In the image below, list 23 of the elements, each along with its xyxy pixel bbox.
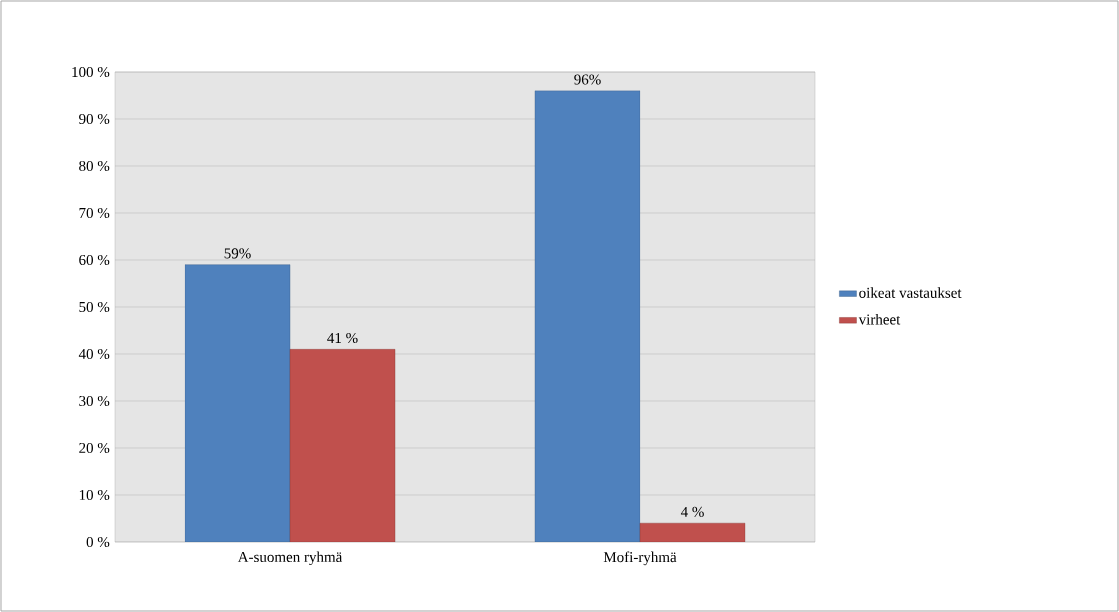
y-tick-label: 60 % <box>79 254 110 266</box>
data-label: 41 % <box>327 332 358 344</box>
y-tick-label: 20 % <box>79 442 110 454</box>
data-label: 96% <box>574 74 601 85</box>
y-tick-label: 80 % <box>79 160 110 172</box>
bar <box>639 522 746 542</box>
y-tick-label: 40 % <box>78 348 110 360</box>
x-tick-label: Mofi-ryhmä <box>603 551 677 566</box>
data-label: 4 % <box>680 506 704 517</box>
y-tick-label: 30 % <box>79 395 110 407</box>
legend-label: virheet <box>858 314 901 325</box>
y-tick-label: 70 % <box>79 207 110 219</box>
y-tick-label: 10 % <box>79 489 110 501</box>
y-tick-label: 0 % <box>86 536 110 548</box>
bar <box>289 349 396 542</box>
bar <box>534 90 641 542</box>
y-tick-label: 50 % <box>79 301 110 313</box>
data-label: 59% <box>224 248 251 259</box>
y-tick-label: 100 % <box>72 66 110 78</box>
bar <box>184 264 291 542</box>
y-tick-label: 90 % <box>79 113 110 125</box>
x-tick-label: A-suomen ryhmä <box>237 551 343 566</box>
legend-label: oikeat vastaukset <box>859 287 962 298</box>
